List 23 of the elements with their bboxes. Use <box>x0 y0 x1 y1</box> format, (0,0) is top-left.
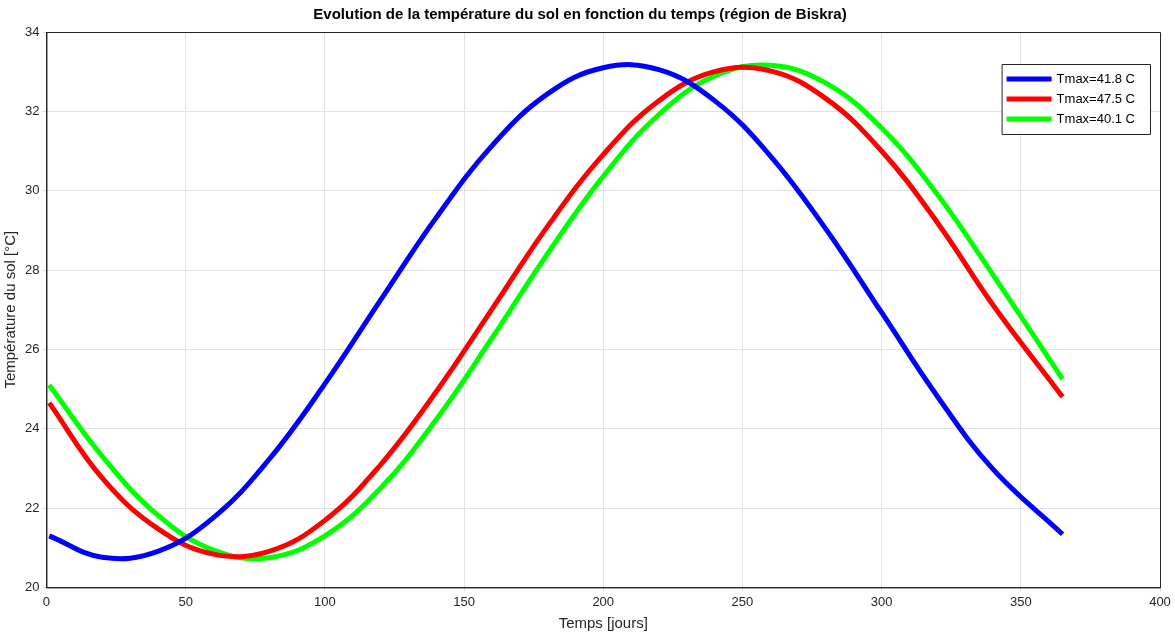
x-tick-label: 250 <box>731 593 754 609</box>
y-tick-label: 20 <box>24 578 40 594</box>
x-tick-label: 300 <box>870 593 893 609</box>
x-tick-label: 200 <box>592 593 615 609</box>
y-tick-label: 32 <box>24 102 40 118</box>
y-tick-label: 22 <box>24 499 40 515</box>
x-tick-label: 150 <box>453 593 475 609</box>
legend-label: Tmax=41.8 C <box>1056 70 1136 86</box>
x-tick-label: 100 <box>313 593 336 609</box>
y-tick-label: 34 <box>24 23 40 39</box>
y-axis-title: Température du sol [°C] <box>1 230 19 389</box>
y-tick-label: 26 <box>24 340 40 356</box>
y-tick-label: 30 <box>24 182 40 198</box>
y-tick-label: 28 <box>24 261 40 277</box>
x-tick-label: 50 <box>178 593 193 609</box>
chart-title: Evolution de la température du sol en fonction du temps (région de Biskra) <box>313 5 847 23</box>
y-tick-label: 24 <box>24 420 40 436</box>
x-tick-label: 350 <box>1009 593 1032 609</box>
x-tick-label: 400 <box>1149 593 1171 609</box>
legend-label: Tmax=47.5 C <box>1056 90 1136 106</box>
x-axis-title: Temps [jours] <box>558 614 648 632</box>
legend-label: Tmax=40.1 C <box>1056 110 1136 126</box>
x-tick-label: 0 <box>42 593 51 609</box>
